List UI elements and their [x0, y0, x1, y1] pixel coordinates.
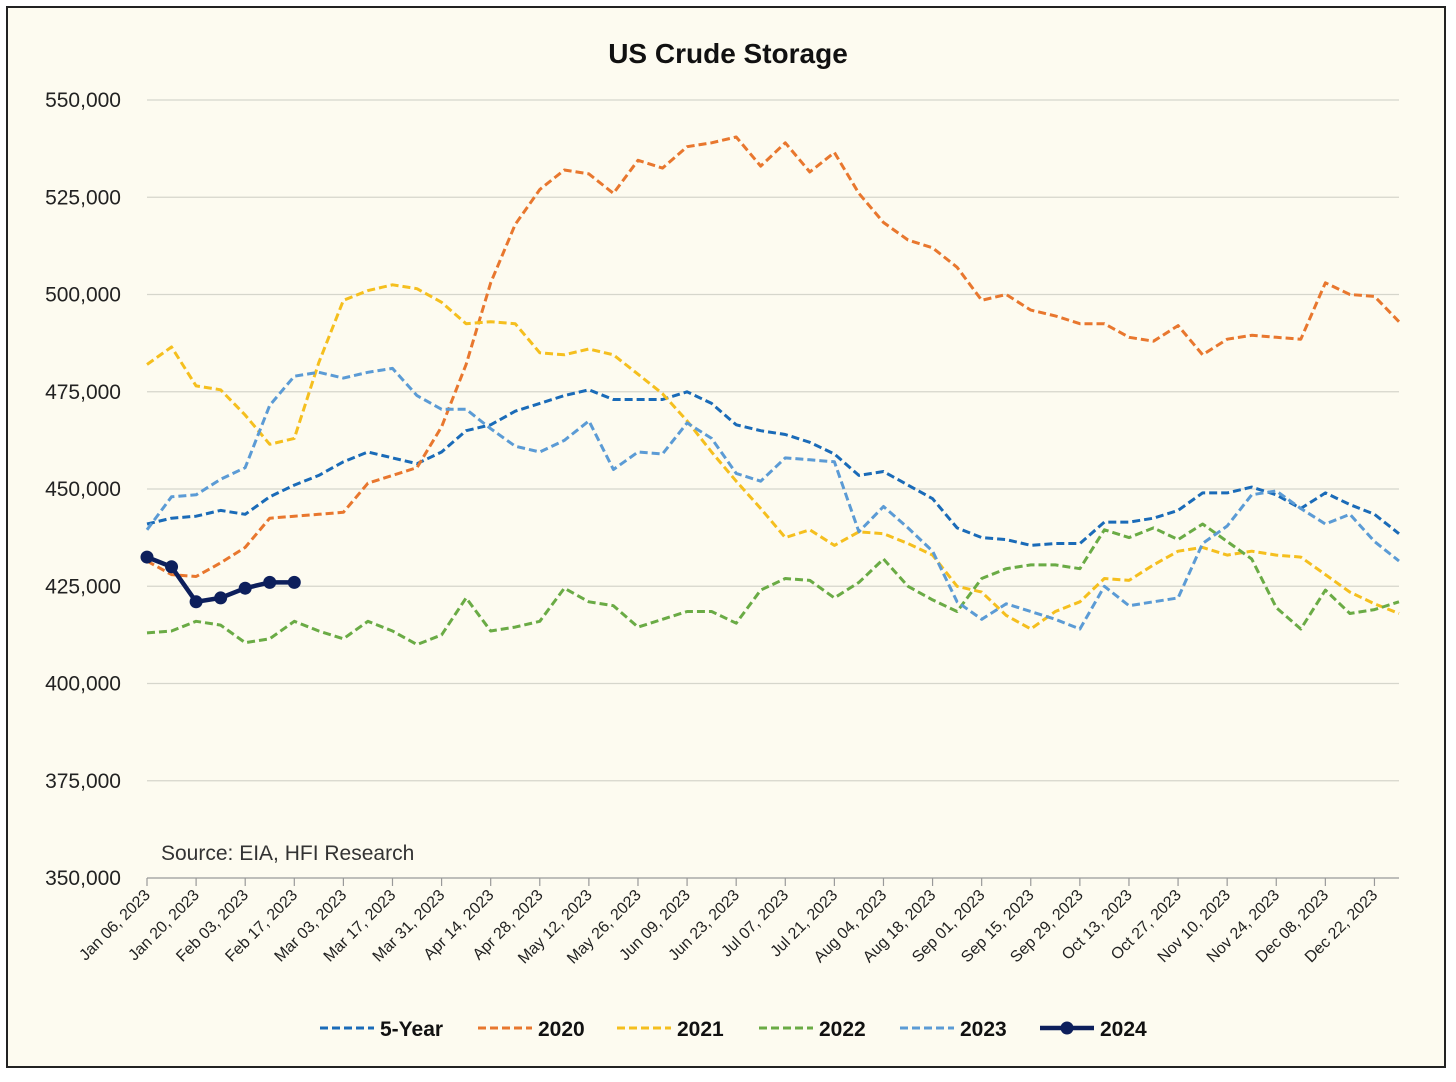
legend-label: 2021 — [677, 1018, 724, 1041]
data-point-2024 — [214, 591, 228, 605]
data-point-2024 — [189, 595, 203, 609]
source-note: Source: EIA, HFI Research — [161, 842, 414, 865]
y-tick-label: 400,000 — [45, 673, 121, 696]
series-line-5-year — [146, 388, 1400, 547]
y-tick-label: 525,000 — [45, 186, 121, 209]
data-point-2024 — [165, 560, 179, 574]
series-line-2022 — [146, 522, 1400, 647]
y-tick-label: 350,000 — [45, 867, 121, 890]
legend-label: 2023 — [960, 1018, 1007, 1041]
chart-frame: US Crude Storage 350,000 375,000 400,000 42… — [6, 6, 1446, 1068]
legend-label: 2022 — [819, 1018, 866, 1041]
data-point-2024 — [287, 575, 301, 589]
data-point-2024 — [140, 550, 154, 564]
legend-marker — [1060, 1021, 1074, 1035]
gridlines — [147, 99, 1399, 782]
y-tick-label: 425,000 — [45, 575, 121, 598]
chart-title: US Crude Storage — [608, 38, 848, 69]
legend-label: 2024 — [1100, 1018, 1147, 1041]
y-tick-label: 550,000 — [45, 89, 121, 112]
y-tick-label: 375,000 — [45, 770, 121, 793]
series-line-2020 — [146, 135, 1401, 578]
legend: 5-Year 2020 2021 2022 2023 2024 — [320, 1018, 1147, 1041]
y-tick-label: 475,000 — [45, 381, 121, 404]
series-line-2021 — [146, 283, 1400, 631]
series-lines — [140, 135, 1401, 647]
data-point-2024 — [238, 581, 252, 595]
y-tick-label: 450,000 — [45, 478, 121, 501]
legend-label: 5-Year — [380, 1018, 443, 1041]
data-point-2024 — [263, 575, 277, 589]
line-chart: US Crude Storage 350,000 375,000 400,000 42… — [45, 38, 1401, 1041]
y-tick-label: 500,000 — [45, 284, 121, 307]
y-axis: 350,000 375,000 400,000 425,000 450,000 475,0… — [45, 89, 121, 890]
series-line-2023 — [145, 366, 1400, 631]
legend-label: 2020 — [538, 1018, 585, 1041]
